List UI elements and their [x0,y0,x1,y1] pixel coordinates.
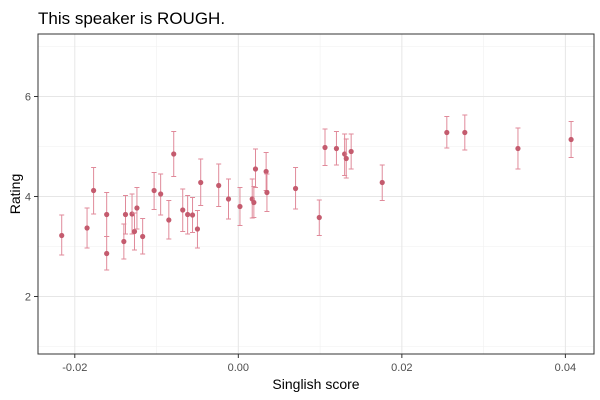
data-point [185,211,191,218]
data-point-group [189,197,196,233]
data-point [151,187,157,194]
data-point [140,233,146,240]
data-point-group [134,187,140,230]
data-point-group [237,187,243,226]
data-point-group [194,210,201,249]
data-point-group [198,158,204,206]
data-point-group [333,131,340,166]
data-point [348,148,354,155]
data-point [104,250,110,257]
data-point-group [515,127,521,170]
data-point [158,191,164,197]
data-point [104,211,110,218]
data-point-group [292,167,299,210]
data-point [264,189,270,196]
data-point [166,217,172,223]
x-tick-label: 0.04 [555,362,576,374]
data-point-group [216,163,222,207]
data-point [568,136,574,143]
data-point-group [185,195,191,235]
data-point [198,179,204,186]
data-point-group [379,164,385,201]
data-point-group [343,138,349,179]
data-point [194,226,201,232]
marks-layer [59,114,574,271]
data-point-group [444,116,450,149]
y-tick-label: 2 [25,292,31,304]
data-point-group [158,173,164,216]
data-point [444,129,450,136]
data-point-group [462,114,468,151]
data-point [189,212,196,218]
data-point-group [59,214,65,256]
data-point-group [104,236,110,271]
x-tick-label: 0.00 [228,362,249,374]
x-tick-label: 0.02 [391,362,412,374]
data-point [263,168,269,175]
x-axis-title: Singlish score [272,376,359,392]
data-point-group [568,121,574,158]
data-point [462,129,468,136]
data-point [316,214,322,221]
data-point-group [264,173,270,212]
plot-panel-border [37,33,595,355]
data-point [515,145,521,152]
data-point-group [316,199,322,236]
data-point-group [348,133,354,170]
data-point [251,199,257,206]
data-point [91,187,97,194]
data-point [237,203,243,210]
x-tick-label: -0.02 [62,362,87,374]
data-point [216,182,222,189]
y-axis-title: Rating [7,174,23,214]
data-point-group [252,148,259,188]
data-point-group [140,218,146,255]
data-point [129,211,135,217]
data-point [134,205,140,211]
data-point-group [84,207,90,249]
data-point-group [91,167,97,215]
data-point-group [322,128,328,166]
data-point [59,232,65,239]
data-point [122,211,129,218]
y-tick-label: 6 [25,92,31,104]
grid-layer [38,34,594,354]
data-point [180,207,186,213]
data-point [121,238,127,245]
data-point-group [166,200,172,240]
data-point [171,151,177,157]
data-point [252,166,259,172]
ticks-layer: -0.02 0.00 0.02 0.04 2 4 6 [25,92,576,375]
data-point-group [180,188,186,232]
data-point-group [171,131,177,177]
data-point [84,225,90,231]
data-point-group [151,172,157,210]
data-point [225,196,232,202]
data-point-group [122,195,129,235]
data-point-group [121,223,127,260]
y-tick-label: 4 [25,192,31,204]
data-point [131,228,138,235]
data-point [333,145,340,152]
chart-title: This speaker is ROUGH. [38,9,225,28]
data-point-group [131,212,138,251]
data-point [322,144,328,151]
data-point [343,155,349,162]
data-point [379,179,385,186]
data-point [292,185,299,192]
data-point-group [225,178,232,220]
